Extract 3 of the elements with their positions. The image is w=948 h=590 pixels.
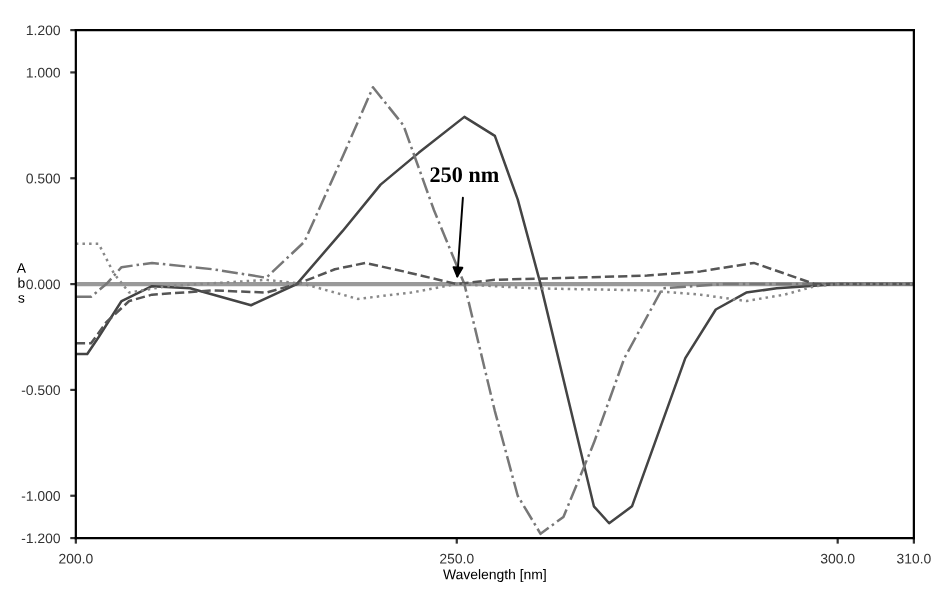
- line-series: [75, 242, 914, 303]
- line-series: [75, 261, 914, 345]
- annotation: 250 nm: [430, 167, 499, 183]
